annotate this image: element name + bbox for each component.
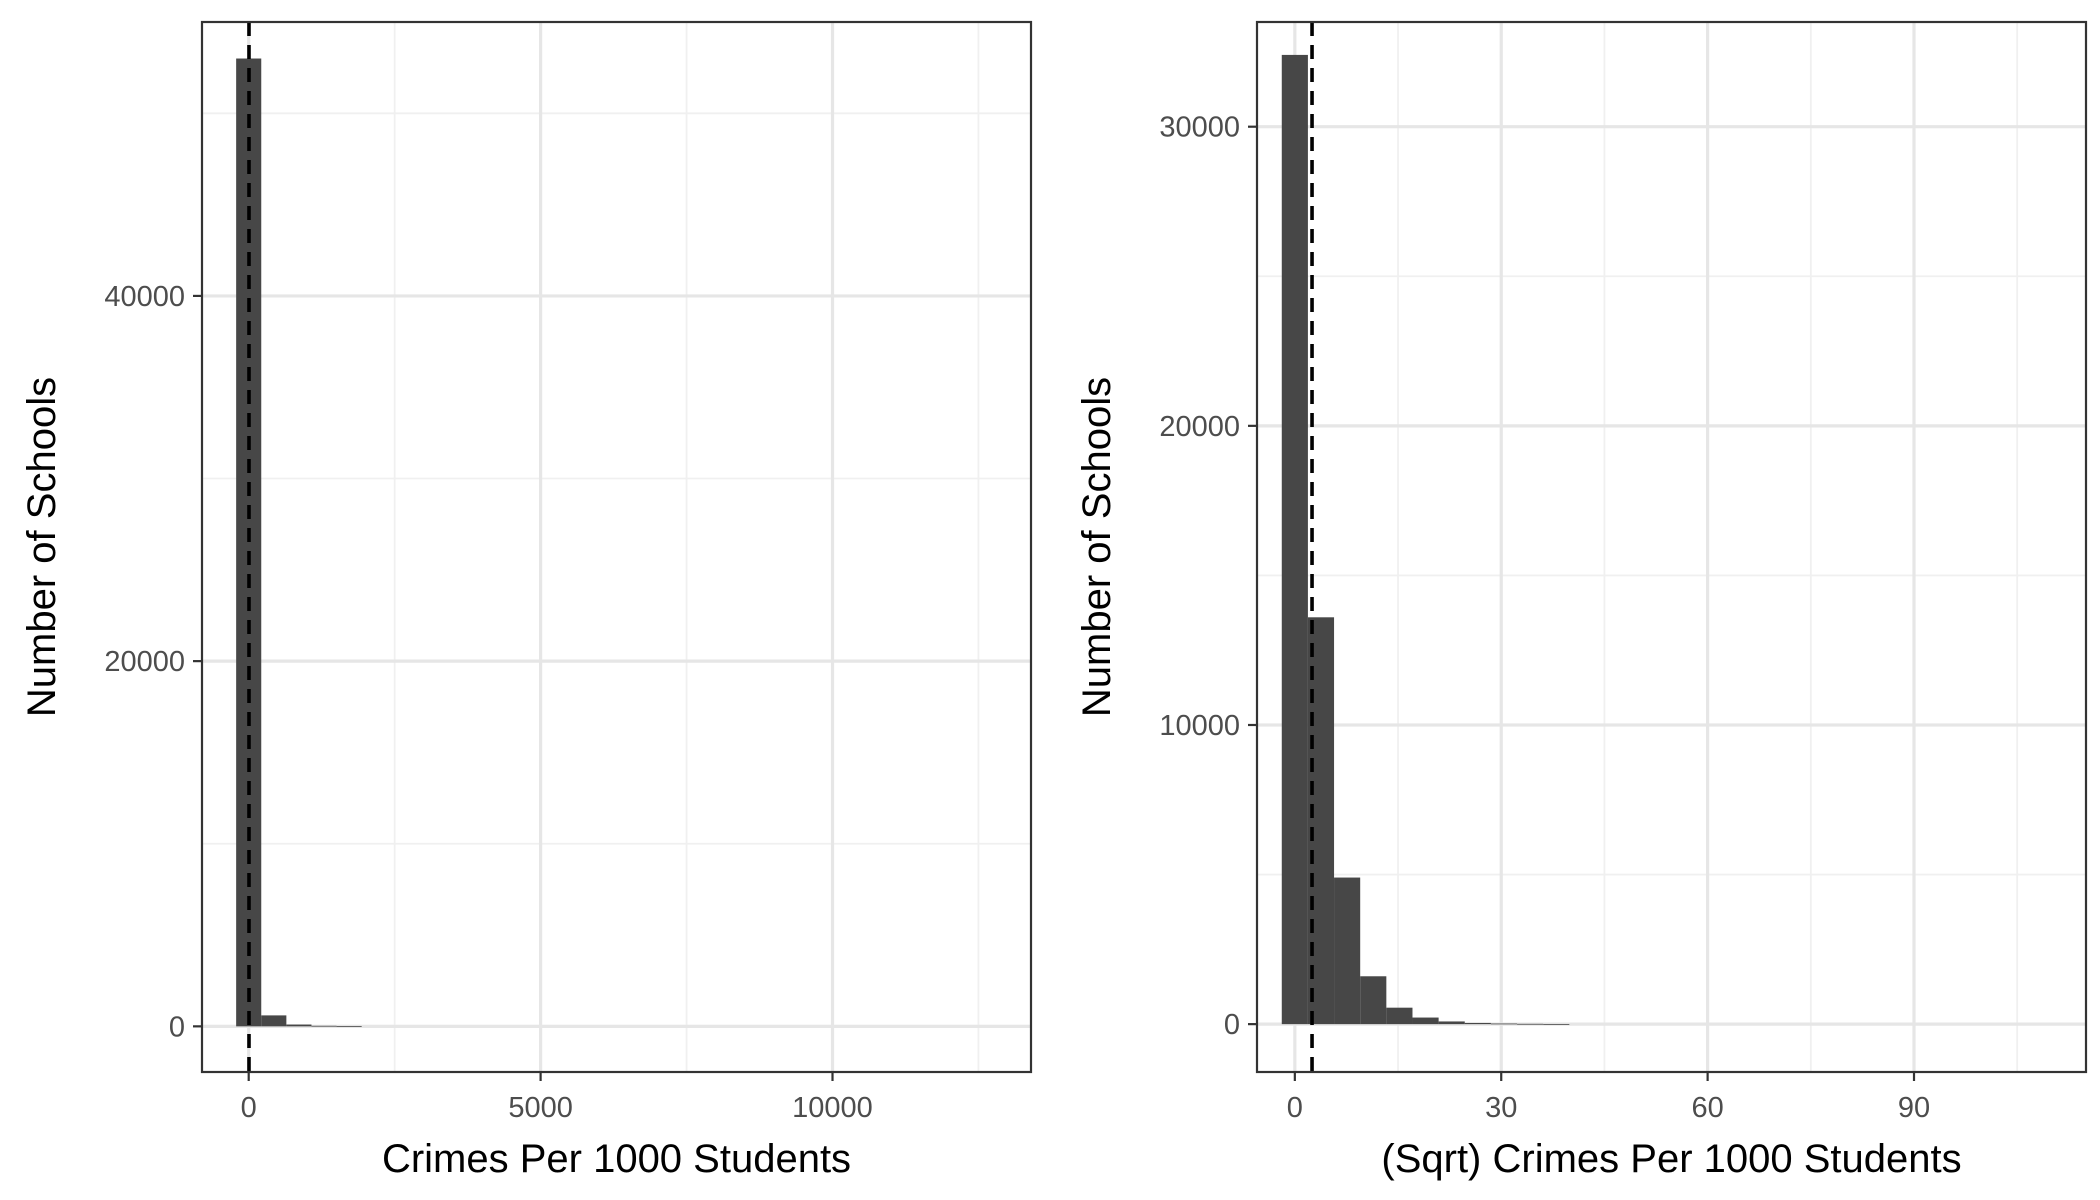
histogram-bar <box>1281 54 1308 1025</box>
x-tick-label: 5000 <box>508 1092 573 1124</box>
histogram-bar <box>311 1025 337 1027</box>
x-tick-label: 90 <box>1898 1092 1930 1124</box>
right-histogram-panel: 0 30 60 90 0 10000 20000 30000 (Sqrt) Crimes Per… <box>1075 20 2088 1181</box>
histogram-bar <box>336 1026 362 1027</box>
y-tick-label: 30000 <box>1159 112 1240 144</box>
y-axis-title: Number of Schools <box>20 377 64 717</box>
histogram-bar <box>1307 617 1335 1025</box>
x-tick-label: 30 <box>1485 1092 1517 1124</box>
histogram-bar <box>1543 1023 1570 1025</box>
panel-background <box>202 22 1031 1072</box>
x-tick-label: 10000 <box>792 1092 873 1124</box>
x-axis-title: (Sqrt) Crimes Per 1000 Students <box>1381 1137 1961 1181</box>
left-histogram-panel: 0 5000 10000 0 20000 40000 Crimes Per 1000 Stu… <box>20 20 1033 1181</box>
histogram-bar <box>1438 1021 1465 1025</box>
histogram-bar <box>1412 1017 1439 1025</box>
histogram-bar <box>1464 1022 1491 1025</box>
y-axis-title: Number of Schools <box>1075 377 1119 717</box>
x-tick-label: 0 <box>1287 1092 1303 1124</box>
histogram-bar <box>1334 877 1361 1025</box>
histogram-bar <box>261 1015 287 1027</box>
histogram-bar <box>286 1024 312 1027</box>
y-tick-label: 0 <box>1224 1009 1240 1041</box>
x-tick-label: 0 <box>241 1092 257 1124</box>
y-tick-label: 10000 <box>1159 710 1240 742</box>
y-tick-label: 20000 <box>104 646 185 678</box>
x-tick-label: 60 <box>1691 1092 1723 1124</box>
histogram-bar <box>1360 976 1387 1025</box>
y-tick-label: 0 <box>169 1011 185 1043</box>
y-tick-label: 40000 <box>104 281 185 313</box>
panel-border <box>1255 20 2088 1074</box>
panel-border <box>200 20 1033 1074</box>
histogram-bar <box>1517 1023 1544 1025</box>
y-tick-label: 20000 <box>1159 411 1240 443</box>
x-axis-title: Crimes Per 1000 Students <box>382 1137 851 1181</box>
histogram-bar <box>1490 1023 1518 1025</box>
panel-background <box>1257 22 2086 1072</box>
histogram-bar <box>1386 1007 1413 1025</box>
